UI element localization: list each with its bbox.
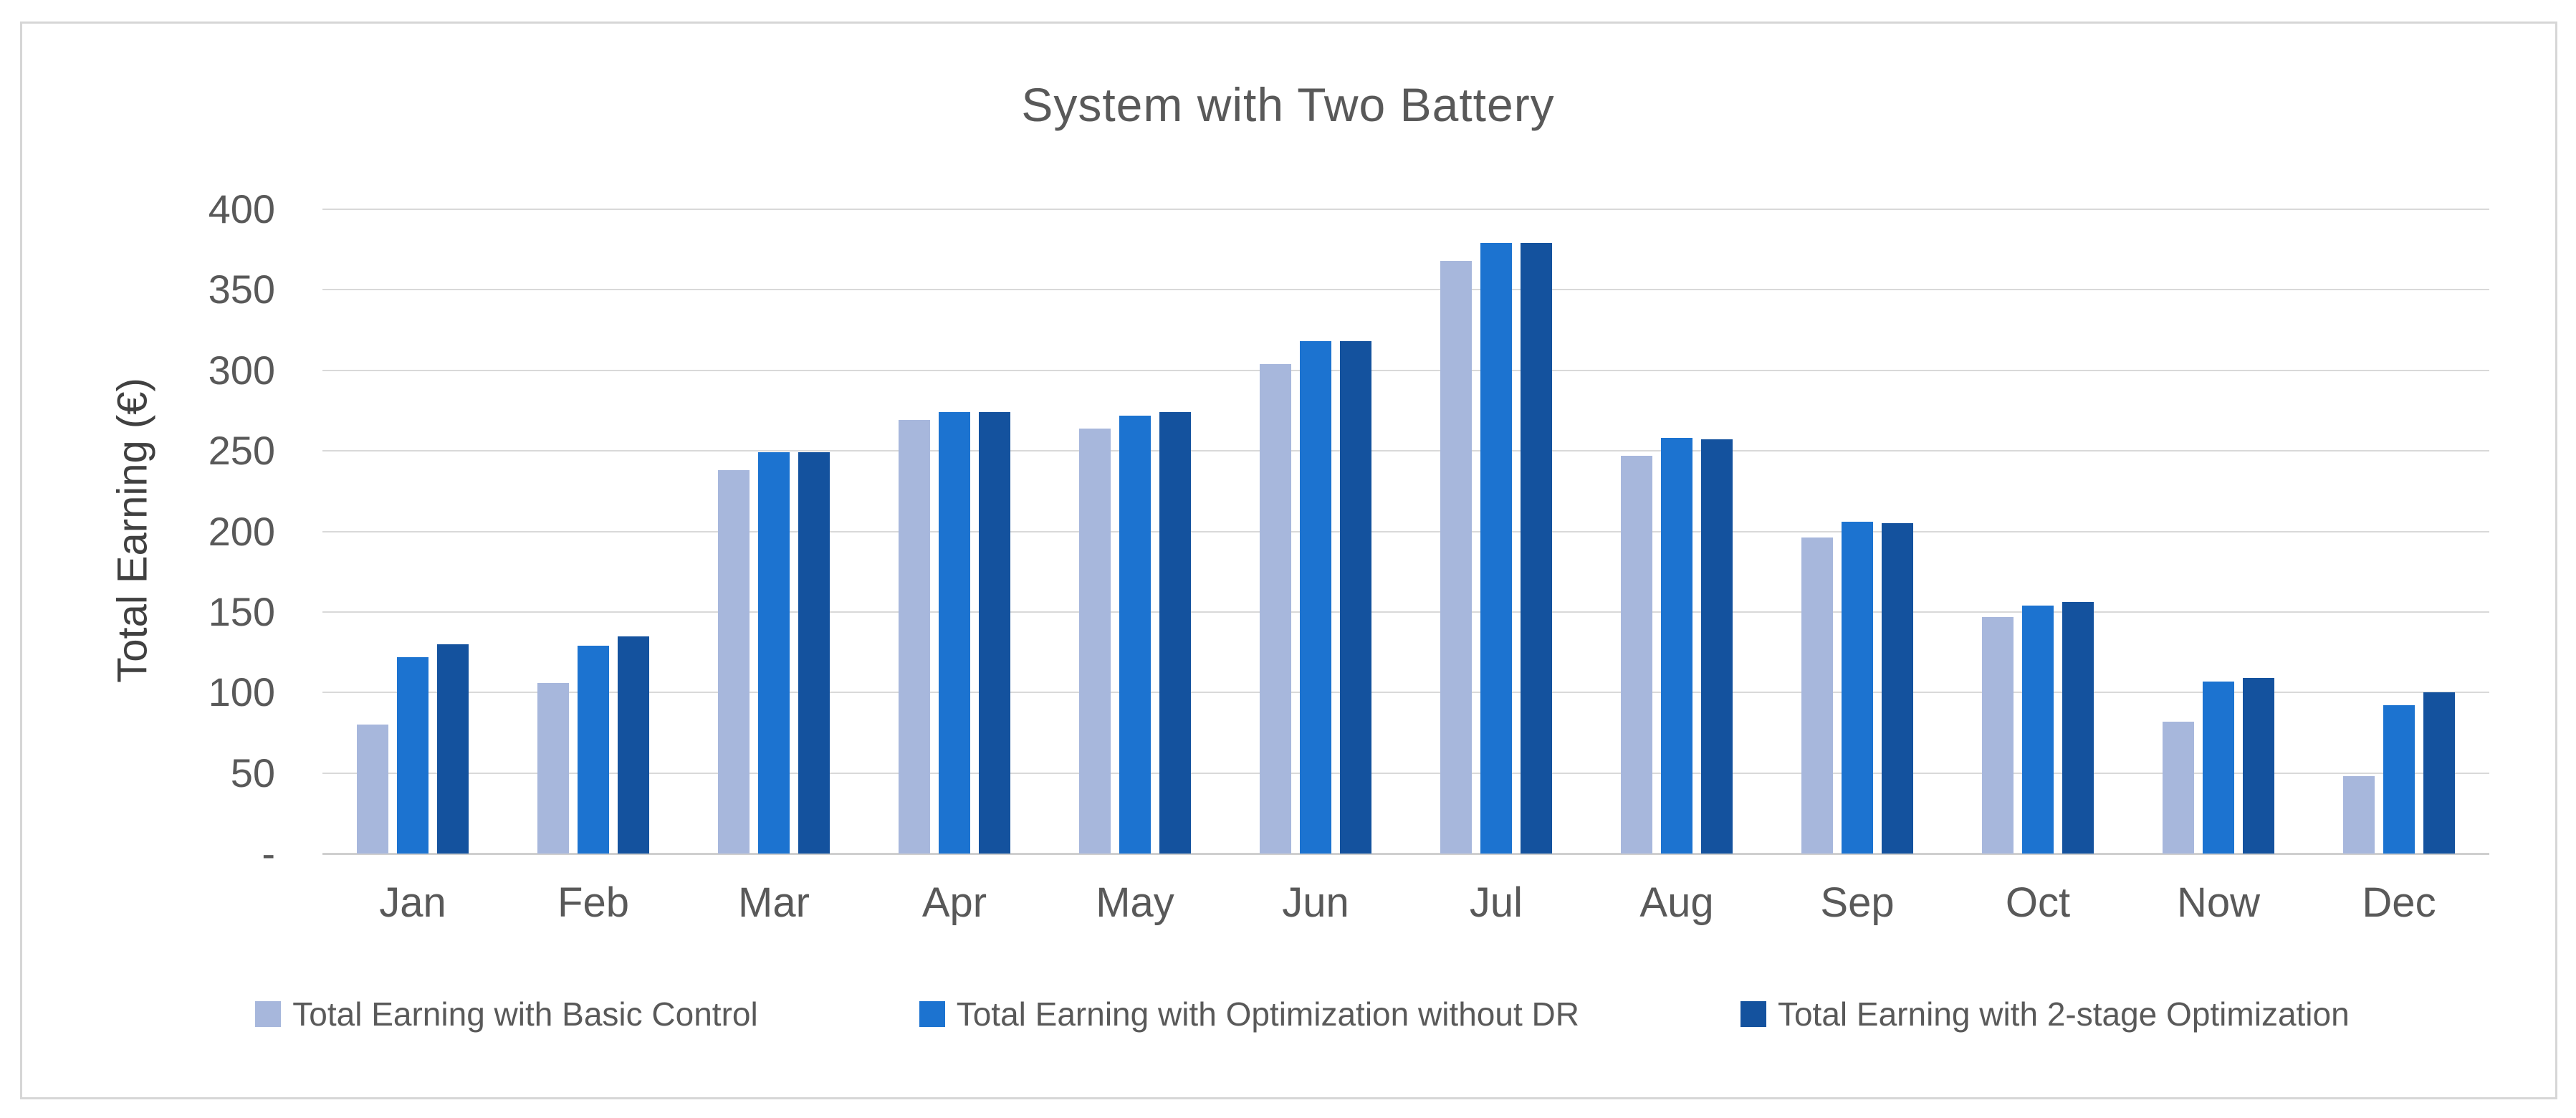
x-tick-label: Dec [2362,879,2436,926]
bar-oct-series1 [1982,617,2014,854]
legend-item-series3: Total Earning with 2-stage Optimization [1740,995,2350,1033]
x-axis-line [322,853,2489,855]
y-tick-label: 200 [208,508,275,554]
chart-title: System with Two Battery [1021,78,1555,131]
legend: Total Earning with Basic Control Total Ea… [86,995,2519,1033]
legend-swatch-icon [919,1001,945,1027]
bar-now-series1 [2163,722,2194,854]
bar-sep-series2 [1842,522,1873,854]
bar-jan-series3 [437,644,469,854]
gridline [322,209,2489,210]
gridline [322,692,2489,694]
bar-may-series2 [1119,416,1151,854]
bar-apr-series1 [899,420,930,854]
legend-label: Total Earning with Basic Control [292,995,758,1033]
bar-dec-series2 [2383,705,2415,854]
bar-jun-series2 [1300,341,1331,854]
bar-aug-series1 [1621,456,1652,854]
bar-dec-series1 [2343,776,2375,854]
bar-feb-series2 [578,646,609,854]
legend-swatch-icon [255,1001,282,1027]
y-axis-tick-labels: 400 350 300 250 200 150 100 50 - [0,0,275,1118]
y-tick-label: 150 [208,588,275,634]
y-tick-label: 100 [208,669,275,715]
bar-jul-series1 [1440,261,1472,854]
bar-jul-series2 [1480,243,1512,854]
x-tick-label: Oct [2005,879,2071,926]
x-tick-label: Aug [1639,879,1714,926]
bar-dec-series3 [2423,692,2455,854]
bar-oct-series3 [2062,602,2094,854]
bar-jan-series2 [397,657,428,854]
gridline [322,772,2489,774]
x-tick-label: Mar [738,879,810,926]
x-tick-label: Jul [1469,879,1523,926]
y-tick-label: 50 [230,750,275,796]
bar-aug-series3 [1701,439,1733,854]
bar-mar-series1 [718,470,750,854]
legend-label: Total Earning with 2-stage Optimization [1777,995,2350,1033]
plot-area [322,209,2489,855]
x-tick-label: Apr [921,879,987,926]
bar-sep-series3 [1882,523,1913,854]
bar-oct-series2 [2022,606,2054,854]
x-tick-label: Feb [557,879,629,926]
gridline [322,450,2489,452]
bar-mar-series2 [758,452,790,854]
bar-may-series1 [1079,429,1111,854]
bar-jun-series3 [1340,341,1371,854]
bar-jul-series3 [1521,243,1552,854]
bar-jun-series1 [1260,364,1291,854]
bar-now-series2 [2203,682,2234,854]
x-tick-label: May [1096,879,1174,926]
y-tick-label: 250 [208,428,275,474]
bar-jan-series1 [357,725,388,854]
bar-feb-series3 [618,636,649,854]
gridline [322,530,2489,532]
bar-mar-series3 [798,452,830,854]
x-tick-label: Jun [1282,879,1349,926]
bar-sep-series1 [1801,538,1833,854]
y-tick-label: - [262,831,275,876]
bar-may-series3 [1159,412,1191,854]
bar-aug-series2 [1661,438,1692,854]
y-tick-label: 300 [208,347,275,393]
legend-swatch-icon [1740,1001,1766,1027]
y-tick-label: 350 [208,267,275,312]
bar-feb-series1 [537,683,569,854]
x-tick-label: Sep [1820,879,1895,926]
legend-item-series2: Total Earning with Optimization without … [919,995,1579,1033]
x-tick-label: Now [2176,879,2261,926]
bar-apr-series3 [979,412,1010,854]
y-tick-label: 400 [208,186,275,231]
chart-frame [20,22,2557,1099]
legend-label: Total Earning with Optimization without … [956,995,1579,1033]
x-axis-tick-labels: Jan Feb Mar Apr May Jun Jul Aug Sep Oct Now Dec [322,879,2489,936]
x-tick-label: Jan [379,879,446,926]
legend-item-series1: Total Earning with Basic Control [255,995,758,1033]
gridline [322,369,2489,371]
bar-apr-series2 [939,412,970,854]
bar-now-series3 [2243,678,2274,854]
gridline [322,289,2489,291]
gridline [322,611,2489,613]
